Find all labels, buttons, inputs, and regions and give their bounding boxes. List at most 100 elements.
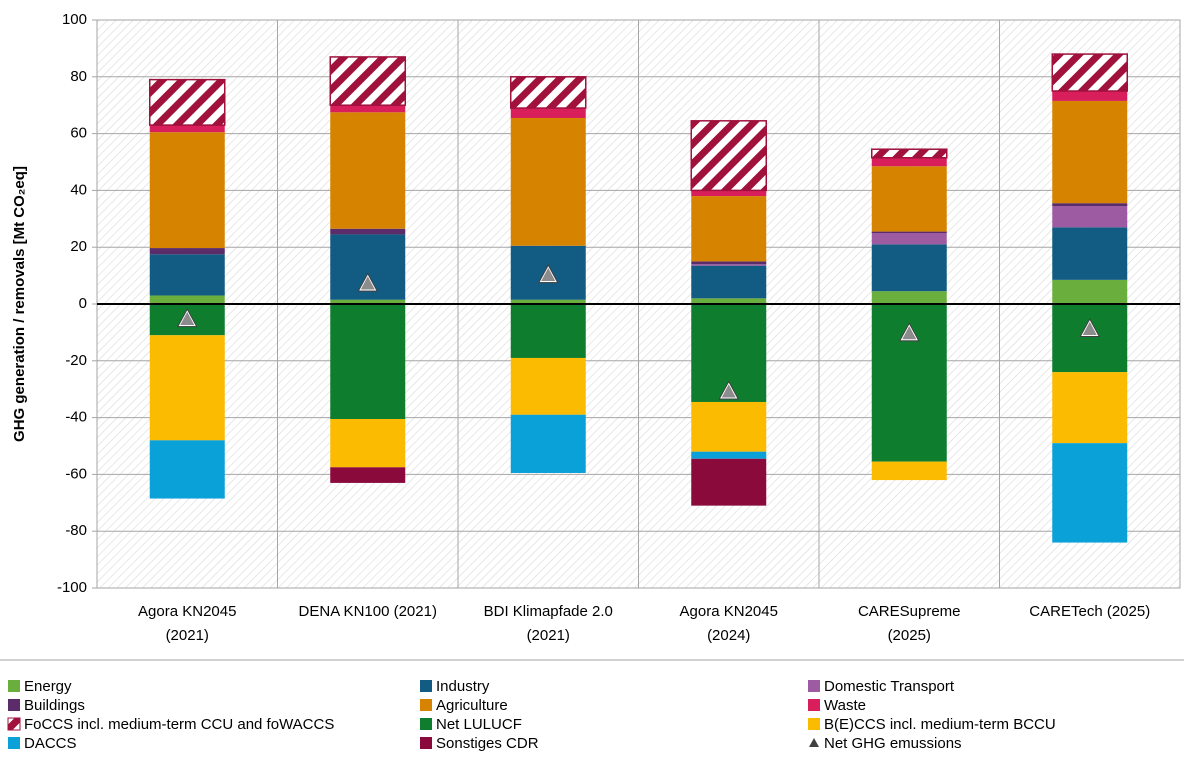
x-tick-label: (2024) <box>707 627 750 644</box>
y-tick-label: -60 <box>65 465 87 482</box>
net-marker-outline <box>357 272 379 292</box>
bar-segment <box>149 440 225 499</box>
x-tick-label: BDI Klimapfade 2.0 <box>484 603 613 620</box>
legend-swatch <box>808 680 820 692</box>
bar-segment <box>1052 372 1128 444</box>
bar-segment <box>871 157 947 167</box>
legend-swatch <box>8 737 20 749</box>
bar-segment <box>871 461 947 481</box>
x-tick-label: Agora KN2045 <box>138 603 236 620</box>
bar-segment <box>330 419 406 468</box>
y-tick-label: 100 <box>62 11 87 28</box>
legend-swatch <box>808 718 820 730</box>
legend-label: B(E)CCS incl. medium-term BCCU <box>824 716 1056 733</box>
y-tick-label: 60 <box>70 125 87 142</box>
y-tick-label: 40 <box>70 181 87 198</box>
bar-segment <box>149 248 225 255</box>
y-tick-label: -100 <box>57 579 87 596</box>
legend-label: Net LULUCF <box>436 716 522 733</box>
legend-label: Net GHG emussions <box>824 735 962 752</box>
bar-segment <box>691 264 767 266</box>
legend-swatch <box>808 699 820 711</box>
bar-segment <box>691 451 767 459</box>
bar-segment <box>330 467 406 483</box>
bar-segment <box>330 299 406 304</box>
bar-segment <box>871 291 947 304</box>
y-axis-label: GHG generation / removals [Mt CO₂eq] <box>11 166 28 442</box>
bar-segment <box>510 414 586 473</box>
bar-segment <box>510 304 586 358</box>
net-marker-outline <box>537 264 559 284</box>
bar-segment <box>871 166 947 232</box>
bar-segment <box>330 112 406 229</box>
bar-segment <box>691 458 767 506</box>
legend-swatch <box>420 699 432 711</box>
bar-segment <box>1052 227 1128 280</box>
bar-segment <box>871 231 947 233</box>
bar-segment <box>1052 206 1128 228</box>
net-marker <box>1080 319 1099 337</box>
legend-swatch <box>8 699 20 711</box>
legend-swatch <box>420 680 432 692</box>
bar-segment <box>1052 203 1128 207</box>
net-marker <box>178 309 197 327</box>
bar-segment <box>149 295 225 304</box>
bar-segment <box>149 335 225 441</box>
legend-swatch <box>8 680 20 692</box>
bar-segment <box>149 78 226 126</box>
bar-segment <box>510 299 586 304</box>
y-tick-label: -40 <box>65 409 87 426</box>
x-tick-label: (2025) <box>888 627 931 644</box>
bar-segment <box>330 228 406 235</box>
legend-label: FoCCS incl. medium-term CCU and foWACCS <box>24 716 334 733</box>
bar-segment <box>1052 91 1128 101</box>
legend-label: Agriculture <box>436 697 508 714</box>
y-tick-label: 20 <box>70 238 87 255</box>
x-tick-label: Agora KN2045 <box>680 603 778 620</box>
bar-segment <box>1052 443 1128 543</box>
bar-segment <box>329 56 406 106</box>
bar-segment <box>1051 53 1128 92</box>
legend-label: Buildings <box>24 697 85 714</box>
x-tick-label: CARESupreme <box>858 603 961 620</box>
legend-swatch <box>420 737 432 749</box>
bar-segment <box>1052 279 1128 304</box>
bar-segment <box>510 76 587 109</box>
net-marker <box>900 323 919 341</box>
net-marker-outline <box>176 308 198 328</box>
net-marker <box>358 273 377 291</box>
bar-segment <box>149 132 225 249</box>
x-tick-label: CARETech (2025) <box>1029 603 1150 620</box>
bar-segment <box>871 244 947 292</box>
legend-label: Energy <box>24 678 72 695</box>
legend-label: Sonstiges CDR <box>436 735 539 752</box>
y-tick-label: 80 <box>70 68 87 85</box>
legend-label: Industry <box>436 678 490 695</box>
net-marker-outline <box>1079 318 1101 338</box>
y-tick-label: -20 <box>65 352 87 369</box>
legend-marker <box>809 738 819 747</box>
bar-segment <box>1052 304 1128 373</box>
bar-segment <box>691 298 767 304</box>
bar-segment <box>871 148 948 159</box>
net-marker <box>719 381 738 399</box>
net-marker-outline <box>898 322 920 342</box>
bar-segment <box>691 196 767 262</box>
legend-label: Domestic Transport <box>824 678 955 695</box>
bar-segment <box>1052 100 1128 204</box>
bar-segment <box>149 125 225 133</box>
bar-segment <box>690 120 767 192</box>
x-tick-label: DENA KN100 (2021) <box>299 603 437 620</box>
bar-segment <box>149 254 225 296</box>
bar-segment <box>510 117 586 246</box>
legend-swatch <box>7 717 21 731</box>
bar-segment <box>691 265 767 299</box>
legend-label: DACCS <box>24 735 77 752</box>
bar-segment <box>691 190 767 197</box>
bar-segment <box>691 261 767 265</box>
net-marker <box>539 265 558 283</box>
x-tick-label: (2021) <box>166 627 209 644</box>
bar-segment <box>871 233 947 245</box>
bar-segment <box>330 304 406 420</box>
